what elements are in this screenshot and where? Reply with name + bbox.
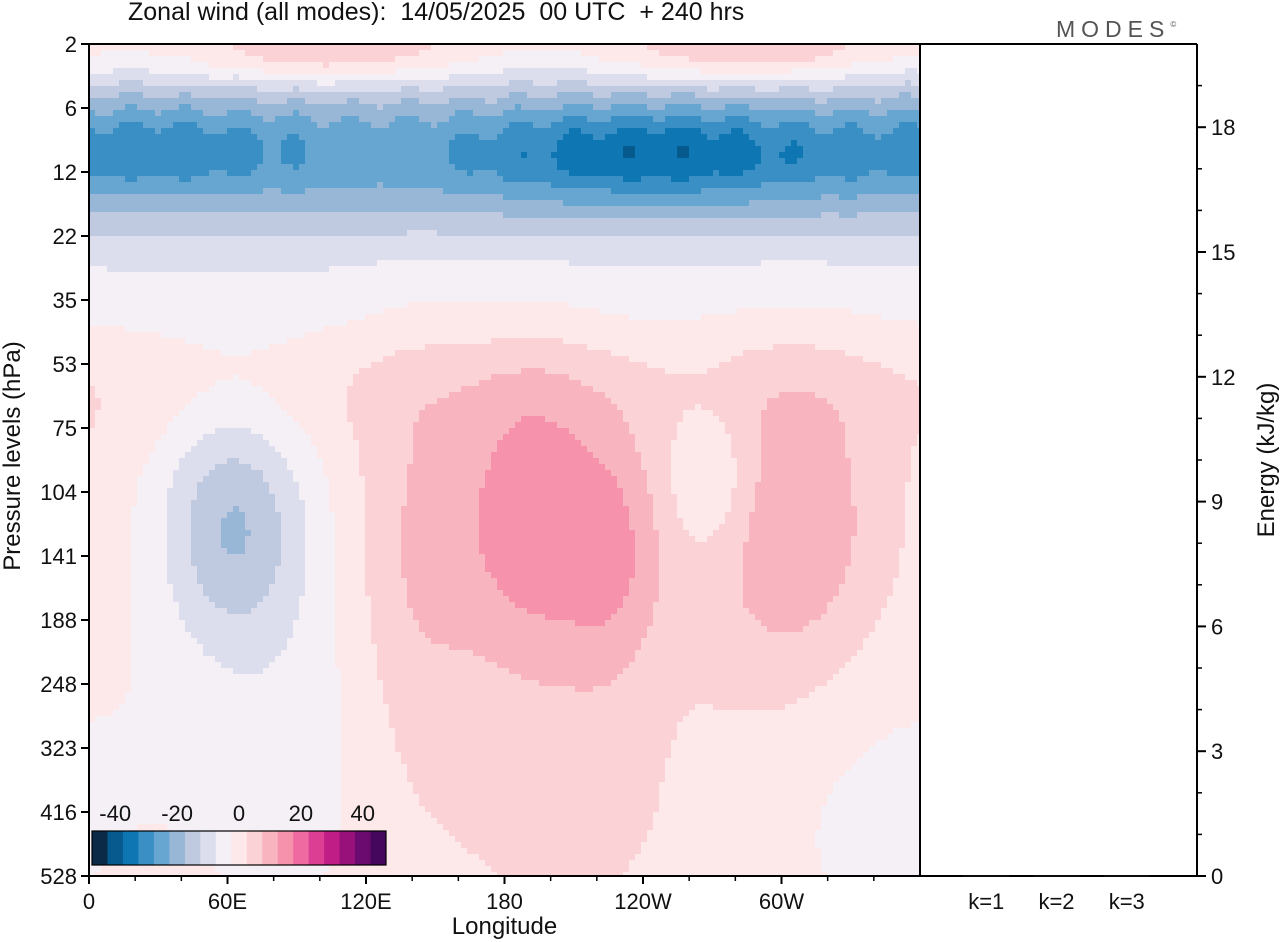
colorbar-swatch <box>138 831 155 865</box>
figure-title: Zonal wind (all modes): 14/05/2025 00 UT… <box>128 0 744 27</box>
y-tick-label: 22 <box>53 224 77 249</box>
modes-logo: MODES© <box>1056 16 1176 43</box>
y-tick-label: 141 <box>40 544 77 569</box>
x-tick-label: 60W <box>759 889 804 914</box>
energy-tick-label: 6 <box>1211 614 1223 639</box>
y-tick-label: 2 <box>65 32 77 57</box>
colorbar-tick-label: -40 <box>99 801 131 826</box>
colorbar-swatch <box>293 831 310 865</box>
x-axis-label: Longitude <box>452 913 557 940</box>
energy-bar <box>1033 875 1080 877</box>
colorbar-swatch <box>370 831 387 865</box>
energy-category-label: k=2 <box>1038 889 1074 914</box>
energy-tick-label: 15 <box>1211 240 1235 265</box>
colorbar-frame <box>91 830 387 866</box>
y-tick-label: 6 <box>65 96 77 121</box>
colorbar-swatch <box>308 831 325 865</box>
colorbar-swatch <box>107 831 124 865</box>
colorbar-swatch <box>324 831 341 865</box>
colorbar-tick-label: 0 <box>233 801 245 826</box>
colorbar-tick-label: 20 <box>289 801 313 826</box>
colorbar-legend: -40 -20 0 20 40 <box>91 801 387 866</box>
x-tick-label: 180 <box>486 889 523 914</box>
y-tick-label: 528 <box>40 864 77 889</box>
x-tick-label: 0 <box>83 889 95 914</box>
colorbar-swatch <box>246 831 263 865</box>
energy-panel: 0 3 6 9 12 15 18 Energy (kJ/kg) k=1 k=2 k=3 <box>920 43 1280 914</box>
x-tick-label: 120W <box>614 889 672 914</box>
y-tick-label: 248 <box>40 672 77 697</box>
energy-bar <box>963 875 1010 877</box>
colorbar-swatch <box>277 831 294 865</box>
colorbar-swatch <box>122 831 139 865</box>
x-tick-label: 120E <box>340 889 391 914</box>
y-tick-label: 416 <box>40 800 77 825</box>
x-tick-label: 60E <box>208 889 247 914</box>
energy-category-label: k=1 <box>968 889 1004 914</box>
colorbar-swatch <box>200 831 217 865</box>
energy-tick-label: 9 <box>1211 490 1223 515</box>
colorbar-swatch <box>169 831 186 865</box>
y-tick-label: 35 <box>53 288 77 313</box>
colorbar-tick-label: 40 <box>351 801 375 826</box>
y-tick-label: 53 <box>53 352 77 377</box>
brand-text: MODES <box>1056 16 1170 42</box>
y-tick-label: 188 <box>40 608 77 633</box>
y-tick-label: 12 <box>53 160 77 185</box>
y-axis-label: Pressure levels (hPa) <box>0 341 26 570</box>
colorbar-swatch <box>231 831 248 865</box>
energy-tick-label: 0 <box>1211 864 1223 889</box>
y-tick-label: 323 <box>40 736 77 761</box>
energy-tick-label: 3 <box>1211 739 1223 764</box>
energy-axis-label: Energy (kJ/kg) <box>1253 383 1280 538</box>
copyright-mark: © <box>1170 20 1176 29</box>
energy-tick-label: 12 <box>1211 365 1235 390</box>
colorbar-swatch <box>153 831 170 865</box>
colorbar-swatch <box>339 831 356 865</box>
colorbar-swatch <box>355 831 372 865</box>
energy-tick-label: 18 <box>1211 115 1235 140</box>
colorbar-swatch <box>215 831 232 865</box>
colorbar-swatch <box>184 831 201 865</box>
energy-bar <box>1103 875 1150 877</box>
y-tick-label: 104 <box>40 480 77 505</box>
colorbar-swatch <box>92 831 108 865</box>
zonal-wind-field <box>89 44 920 876</box>
colorbar-tick-label: -20 <box>161 801 193 826</box>
colorbar-swatch <box>262 831 279 865</box>
y-tick-label: 75 <box>53 416 77 441</box>
energy-category-label: k=3 <box>1109 889 1145 914</box>
